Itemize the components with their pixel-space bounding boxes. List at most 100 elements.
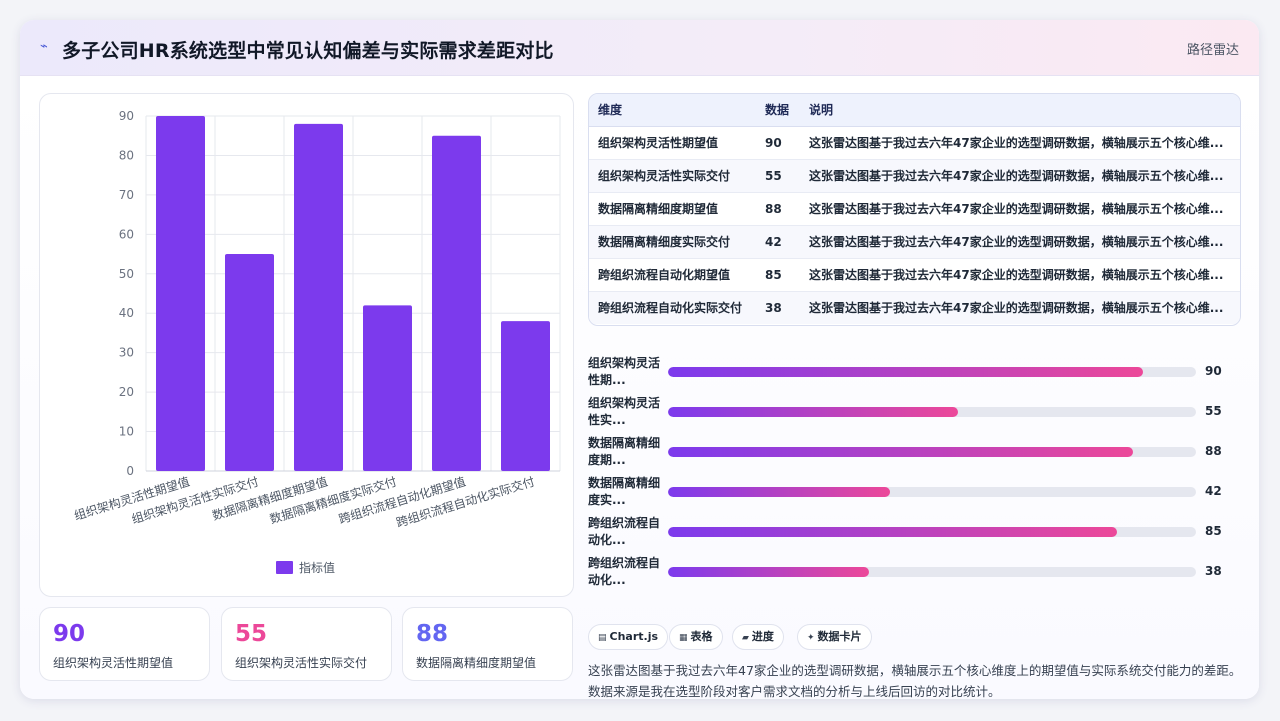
bar [225,254,274,471]
y-tick-label: 80 [119,148,134,162]
progress-label: 组织架构灵活 性期... [588,356,661,387]
progress-value: 85 [1205,524,1222,538]
y-tick-label: 40 [119,306,134,320]
page-title: 多子公司HR系统选型中常见认知偏差与实际需求差距对比 [62,40,554,62]
column-header-value: 数据 [756,94,800,127]
bar [501,321,550,471]
progress-track [668,527,1196,537]
table-row: 数据隔离精细度期望值 88 这张雷达图基于我过去六年47家企业的选型调研数据，横… [589,192,1240,226]
cell-note: 这张雷达图基于我过去六年47家企业的选型调研数据，横轴展示五个核心维... [800,291,1240,324]
progress-row: 跨组织流程自 动化... 38 [588,555,1248,591]
column-header-note: 说明 [800,94,1240,127]
progress-value: 38 [1205,564,1222,578]
progress-row: 数据隔离精细 度期... 88 [588,435,1248,471]
bar-chart: 0102030405060708090组织架构灵活性期望值组织架构灵活性实际交付… [72,109,561,575]
cell-value: 90 [756,126,800,160]
cell-dimension: 跨组织流程自动化期望值 [589,258,756,292]
stat-value: 55 [235,621,268,647]
cell-value: 38 [756,291,800,324]
y-tick-label: 20 [119,385,134,399]
progress-label: 跨组织流程自 动化... [588,556,661,587]
wave-icon: ⌁ [40,39,48,54]
progress-value: 90 [1205,364,1222,378]
cell-dimension: 组织架构灵活性实际交付 [589,159,756,193]
y-tick-label: 60 [119,227,134,241]
table-row: 数据隔离精细度实际交付 42 这张雷达图基于我过去六年47家企业的选型调研数据，… [589,225,1240,259]
header-tag: 路径雷达 [1186,43,1239,58]
cell-note: 这张雷达图基于我过去六年47家企业的选型调研数据，横轴展示五个核心维... [800,225,1240,259]
chip-progress[interactable]: ▰ 进度 [732,624,784,650]
progress-list: 组织架构灵活 性期... 90 组织架构灵活 性实... 55 数据隔离精细 度期..… [588,355,1248,595]
cell-note: 这张雷达图基于我过去六年47家企业的选型调研数据，横轴展示五个核心维... [800,192,1240,226]
table-icon: ▦ [679,633,688,643]
chip-chartjs[interactable]: ▤ Chart.js [588,624,669,650]
bar [432,135,481,471]
data-table: 维度 数据 说明 组织架构灵活性期望值 90 这张雷达图基于我过去六年47家企业… [589,94,1240,324]
y-tick-label: 90 [119,109,134,123]
cell-dimension: 跨组织流程自动化实际交付 [589,291,756,324]
progress-icon: ▰ [742,633,749,643]
legend-label: 指标值 [299,560,335,575]
stat-label: 组织架构灵活性实际交付 [235,656,368,670]
progress-label: 数据隔离精细 度实... [588,476,661,507]
progress-track [668,487,1196,497]
y-tick-label: 50 [119,267,134,281]
table-row: 跨组织流程自动化期望值 85 这张雷达图基于我过去六年47家企业的选型调研数据，… [589,258,1240,292]
cell-value: 55 [756,159,800,193]
cell-note: 这张雷达图基于我过去六年47家企业的选型调研数据，横轴展示五个核心维... [800,126,1240,160]
data-table-panel: 维度 数据 说明 组织架构灵活性期望值 90 这张雷达图基于我过去六年47家企业… [588,93,1241,326]
progress-value: 55 [1205,404,1222,418]
chip-data-card[interactable]: ✦ 数据卡片 [797,624,872,650]
cell-value: 85 [756,258,800,292]
column-header-dimension: 维度 [589,94,756,127]
cell-value: 88 [756,192,800,226]
progress-fill [668,487,890,497]
dashboard-card: ⌁ 多子公司HR系统选型中常见认知偏差与实际需求差距对比 路径雷达 0 10 20 3… [20,20,1259,699]
progress-row: 组织架构灵活 性实... 55 [588,395,1248,431]
bar [156,116,205,471]
progress-fill [668,407,959,417]
y-tick-label: 10 [119,425,134,439]
legend-swatch [276,561,293,574]
cell-dimension: 数据隔离精细度实际交付 [589,225,756,259]
cell-dimension: 组织架构灵活性期望值 [589,126,756,160]
cell-note: 这张雷达图基于我过去六年47家企业的选型调研数据，横轴展示五个核心维... [800,258,1240,292]
table-row: 组织架构灵活性实际交付 55 这张雷达图基于我过去六年47家企业的选型调研数据，… [589,159,1240,193]
progress-fill [668,447,1133,457]
stat-label: 数据隔离精细度期望值 [416,656,537,670]
header-bar: ⌁ 多子公司HR系统选型中常见认知偏差与实际需求差距对比 路径雷达 [20,20,1259,76]
progress-fill [668,567,869,577]
table-row: 组织架构灵活性期望值 90 这张雷达图基于我过去六年47家企业的选型调研数据，横… [589,126,1240,160]
progress-label: 跨组织流程自 动化... [588,516,661,547]
table-row: 跨组织流程自动化实际交付 38 这张雷达图基于我过去六年47家企业的选型调研数据… [589,291,1240,324]
progress-fill [668,527,1117,537]
y-tick-label: 70 [119,188,134,202]
progress-label: 数据隔离精细 度期... [588,436,661,467]
cell-dimension: 数据隔离精细度期望值 [589,192,756,226]
stat-value: 90 [53,621,86,647]
progress-track [668,367,1196,377]
progress-track [668,407,1196,417]
chart-icon: ▤ [598,633,607,643]
progress-value: 88 [1205,444,1222,458]
bar [363,305,412,471]
table-header-row: 维度 数据 说明 [589,94,1240,127]
description-text: 这张雷达图基于我过去六年47家企业的选型调研数据，横轴展示五个核心维度上的期望值… [588,663,1242,699]
y-tick-label: 30 [119,346,134,360]
progress-value: 42 [1205,484,1222,498]
cell-note: 这张雷达图基于我过去六年47家企业的选型调研数据，横轴展示五个核心维... [800,159,1240,193]
chip-table[interactable]: ▦ 表格 [669,624,723,650]
stat-card-1: 90 组织架构灵活性期望值 [39,607,210,681]
cell-value: 42 [756,225,800,259]
y-tick-label: 0 [126,464,134,478]
content-area: 0 10 20 30 40 50 60 70 80 90 组织架构灵活性期望值 组织架构灵活性实际交付… [20,77,1259,699]
stat-label: 组织架构灵活性期望值 [53,656,174,670]
progress-row: 跨组织流程自 动化... 85 [588,515,1248,551]
progress-label: 组织架构灵活 性实... [588,396,661,427]
progress-row: 数据隔离精细 度实... 42 [588,475,1248,511]
progress-row: 组织架构灵活 性期... 90 [588,355,1248,391]
progress-track [668,447,1196,457]
progress-fill [668,367,1144,377]
bar-chart-panel: 0 10 20 30 40 50 60 70 80 90 组织架构灵活性期望值 组织架构灵活性实际交付… [39,93,574,597]
progress-track [668,567,1196,577]
